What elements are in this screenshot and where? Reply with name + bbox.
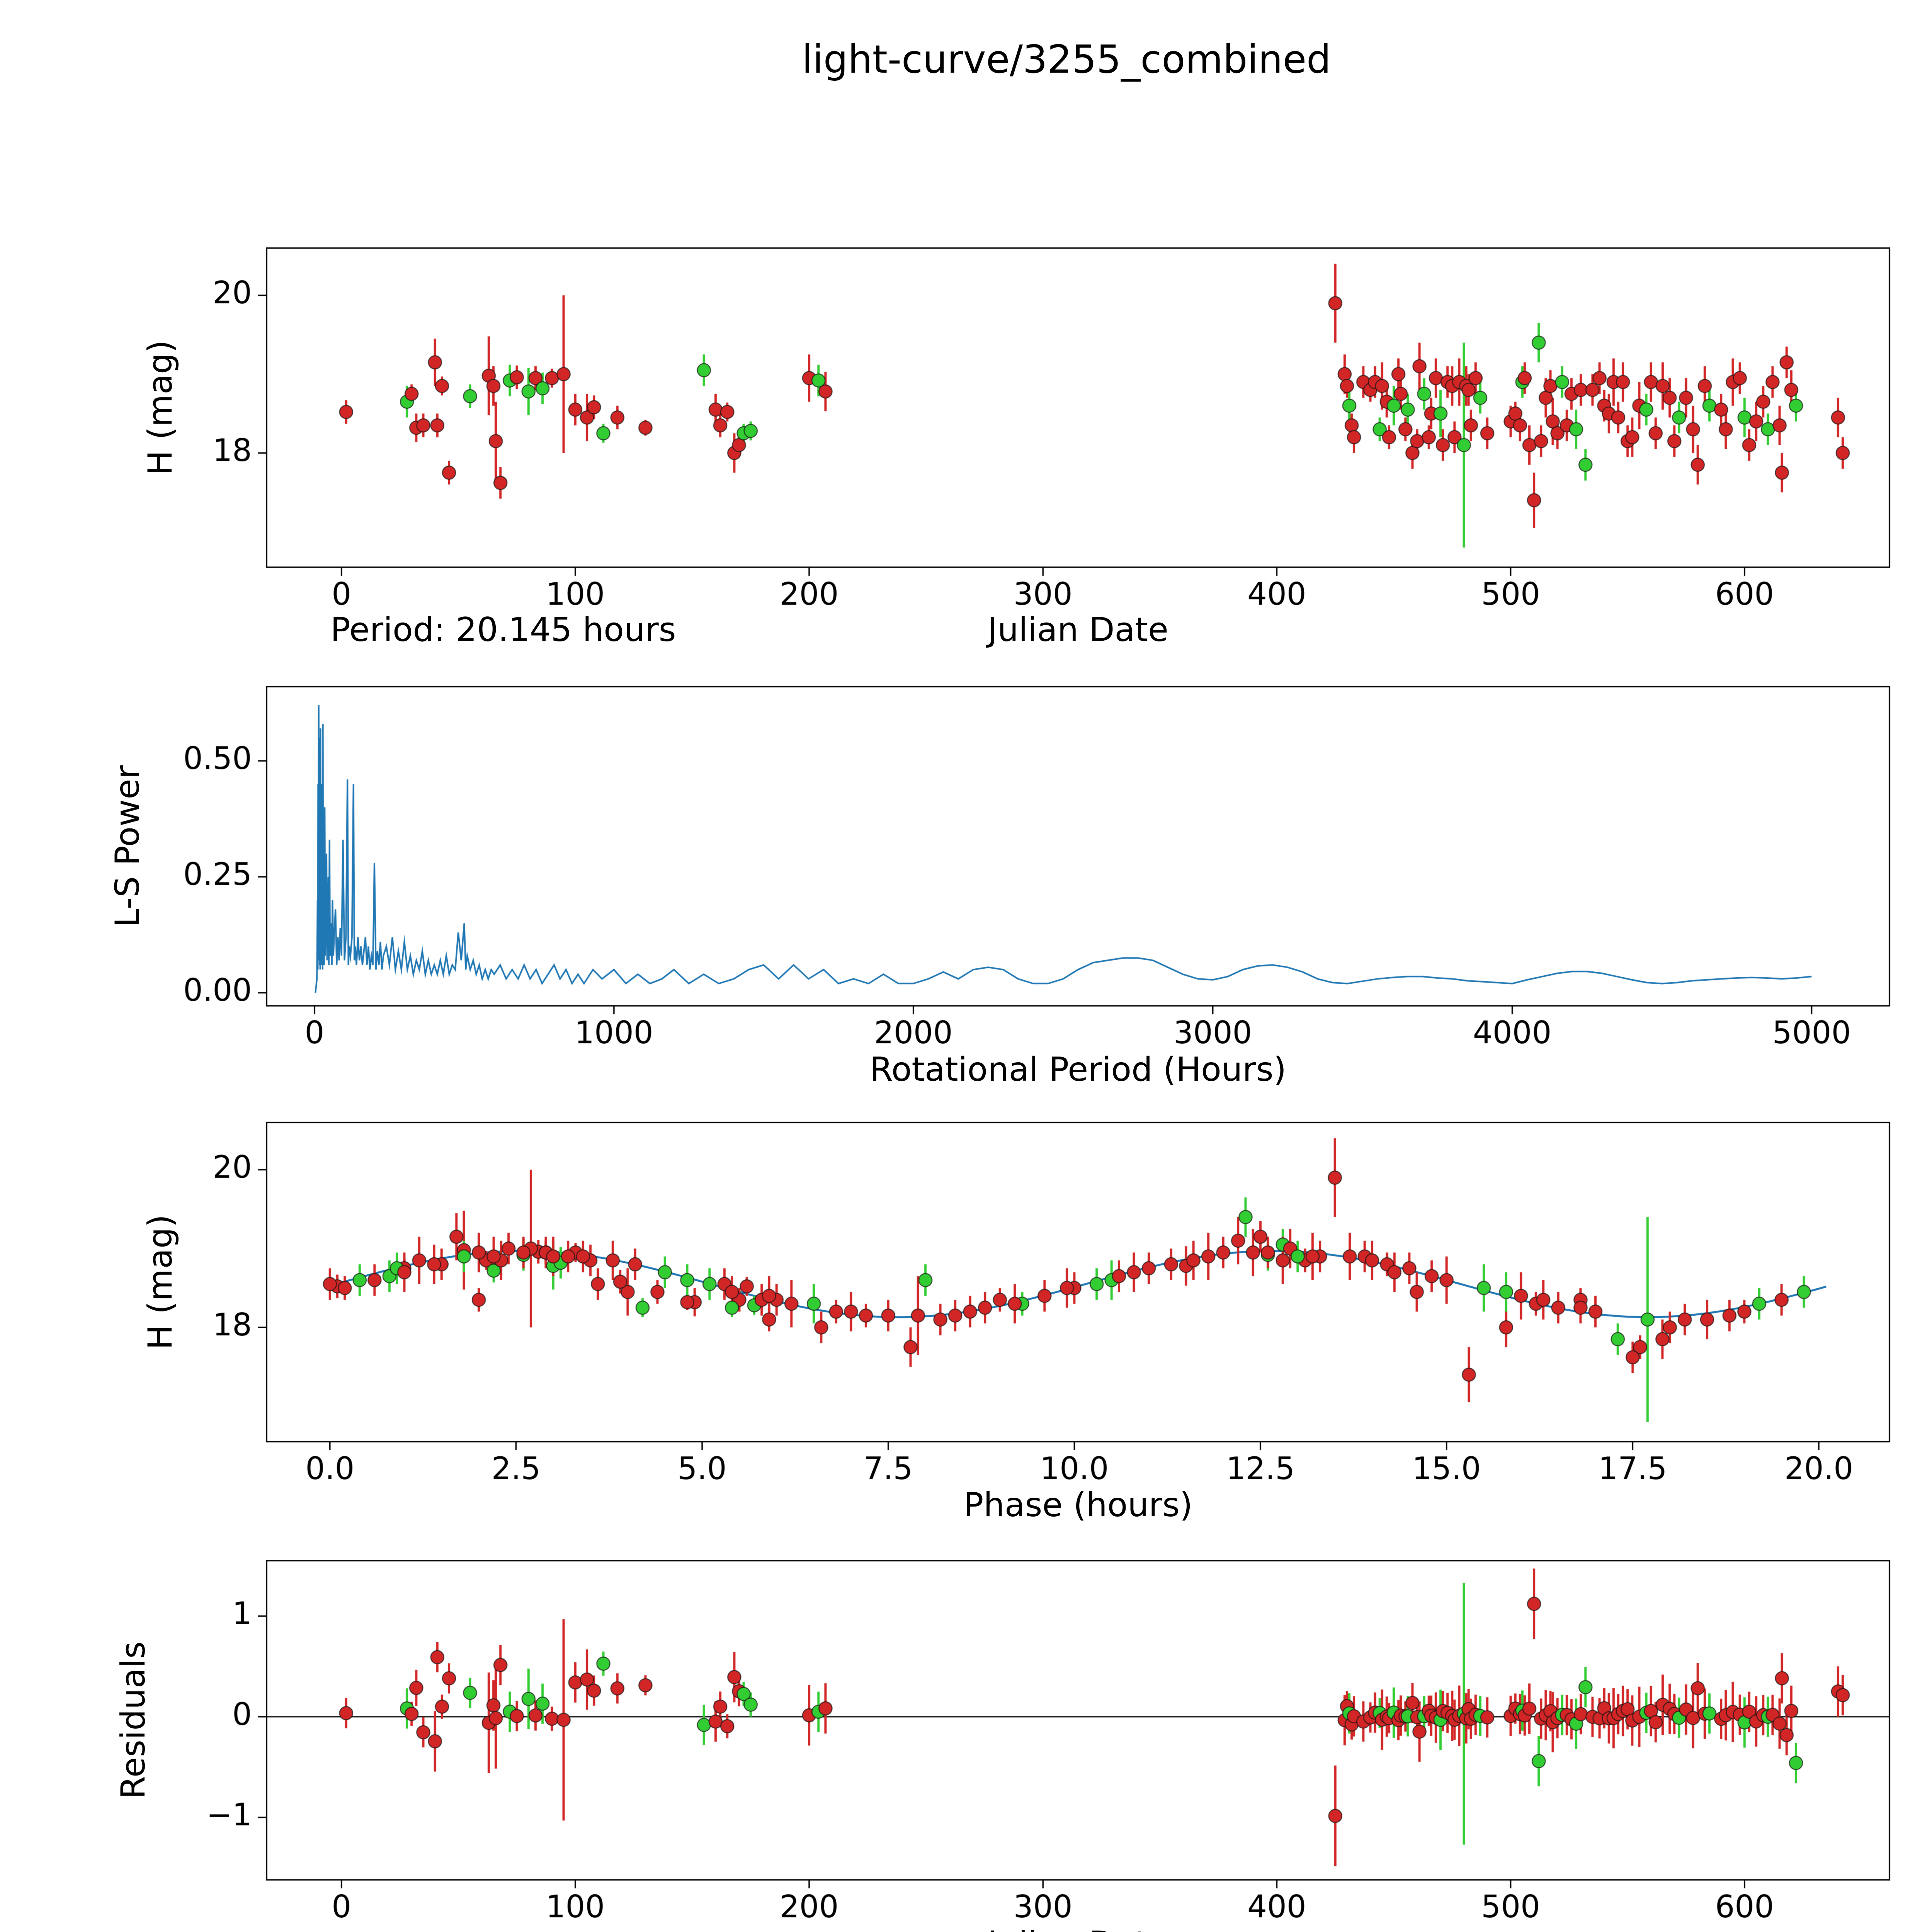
ylabel-ls-power: L-S Power [108,765,147,927]
xlabel-phase-hours: Phase (hours) [963,1486,1193,1524]
figure-title: light-curve/3255_combined [802,37,1331,82]
period-annotation: Period: 20.145 hours [330,611,676,649]
xlabel-julian-date-bottom: Julian Date [988,1924,1168,1932]
ylabel-h-mag-top: H (mag) [141,340,180,476]
ylabel-residuals: Residuals [114,1641,153,1799]
xlabel-rotational-period: Rotational Period (Hours) [869,1050,1287,1089]
xlabel-julian-date-top: Julian Date [988,611,1168,649]
ylabel-h-mag-phase: H (mag) [141,1214,180,1350]
